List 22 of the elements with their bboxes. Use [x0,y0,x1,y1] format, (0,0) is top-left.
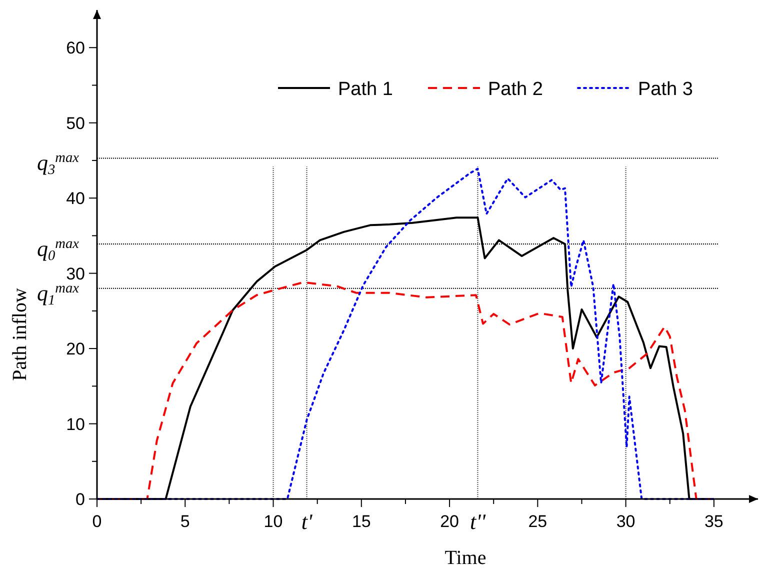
x-tick-label: 35 [704,512,724,531]
x-tick-label: 15 [352,512,371,531]
ref-line-label: t'' [470,509,486,534]
ref-line-label: t' [301,509,312,534]
y-tick-label: 50 [66,114,85,133]
x-axis-title: Time [444,547,486,569]
legend-label: Path 3 [638,79,693,100]
x-tick-label: 0 [92,512,102,531]
y-tick-label: 30 [66,264,85,284]
legend-label: Path 1 [338,79,393,100]
x-tick-label: 25 [528,512,548,531]
y-axis-title: Path inflow [9,288,31,381]
x-tick-label: 20 [440,512,459,531]
x-tick-label: 10 [264,512,283,531]
y-tick-label: 10 [66,414,85,434]
y-tick-label: 60 [66,38,85,58]
y-tick-label: 40 [66,189,85,208]
y-tick-label: 0 [76,490,85,509]
y-tick-label: 20 [66,340,85,359]
x-tick-label: 30 [616,512,636,531]
x-tick-label: 5 [180,512,190,531]
legend-label: Path 2 [488,79,543,100]
